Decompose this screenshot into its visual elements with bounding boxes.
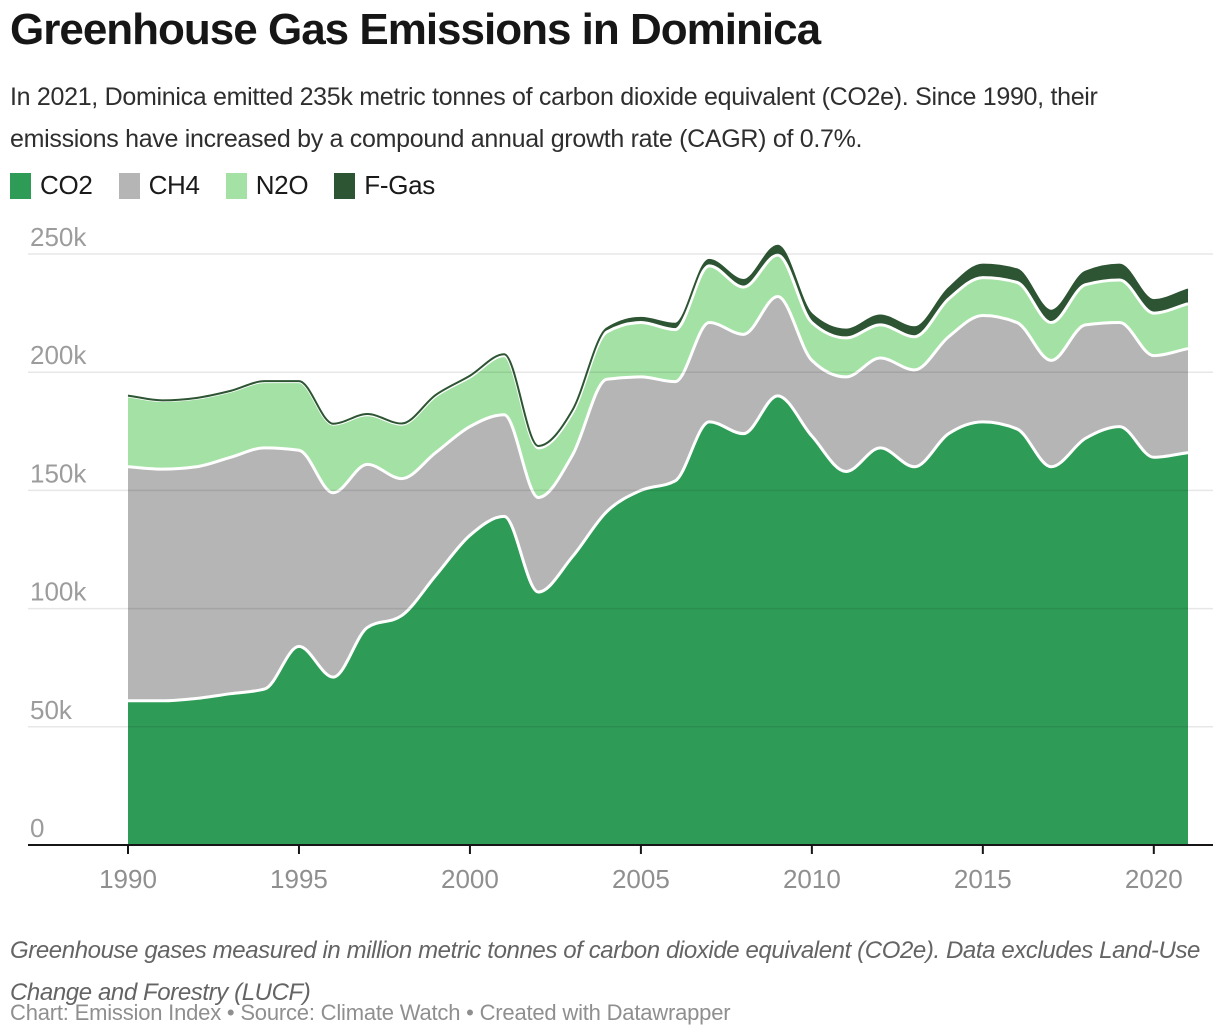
y-axis-label: 250k — [30, 222, 87, 252]
legend-label: F-Gas — [364, 170, 435, 200]
legend-label: CH4 — [148, 170, 200, 200]
legend-item-co2: CO2 — [10, 170, 93, 201]
x-axis-label: 2010 — [783, 864, 841, 894]
page-title: Greenhouse Gas Emissions in Dominica — [10, 5, 821, 54]
x-axis-label: 1990 — [99, 864, 157, 894]
legend: CO2 CH4 N2O F-Gas — [10, 170, 435, 201]
separator-line — [128, 394, 1189, 703]
x-axis-label: 2015 — [954, 864, 1012, 894]
y-axis-label: 150k — [30, 458, 87, 488]
y-axis-label: 0 — [30, 813, 44, 843]
legend-item-ch4: CH4 — [118, 170, 200, 201]
top-outline — [127, 244, 1189, 447]
legend-label: CO2 — [40, 170, 93, 200]
legend-swatch-co2 — [10, 172, 31, 199]
x-axis-label: 2005 — [612, 864, 670, 894]
legend-item-f-gas: F-Gas — [334, 170, 435, 201]
y-axis-label: 200k — [30, 340, 87, 370]
chart-footnote: Greenhouse gases measured in million met… — [10, 937, 1200, 1006]
x-axis-label: 2020 — [1125, 864, 1183, 894]
legend-label: N2O — [255, 170, 309, 200]
separator-line — [127, 295, 1189, 499]
area-co2 — [128, 395, 1188, 845]
x-axis-label: 2000 — [441, 864, 499, 894]
chart-credits: Chart: Emission Index • Source: Climate … — [10, 1000, 731, 1025]
legend-swatch-n2o — [225, 172, 247, 199]
legend-item-n2o: N2O — [225, 170, 309, 201]
y-axis-label: 100k — [30, 577, 87, 607]
stacked-area-chart: 0 50k 100k 150k 200k 250k 1990 1995 2000 2005 2010… — [28, 222, 1213, 894]
y-axis-label: 50k — [30, 695, 73, 725]
chart-description: In 2021, Dominica emitted 235k metric to… — [10, 83, 1098, 153]
x-axis-label: 1995 — [270, 864, 328, 894]
legend-swatch-f-gas — [334, 172, 356, 199]
legend-swatch-ch4 — [118, 172, 140, 199]
